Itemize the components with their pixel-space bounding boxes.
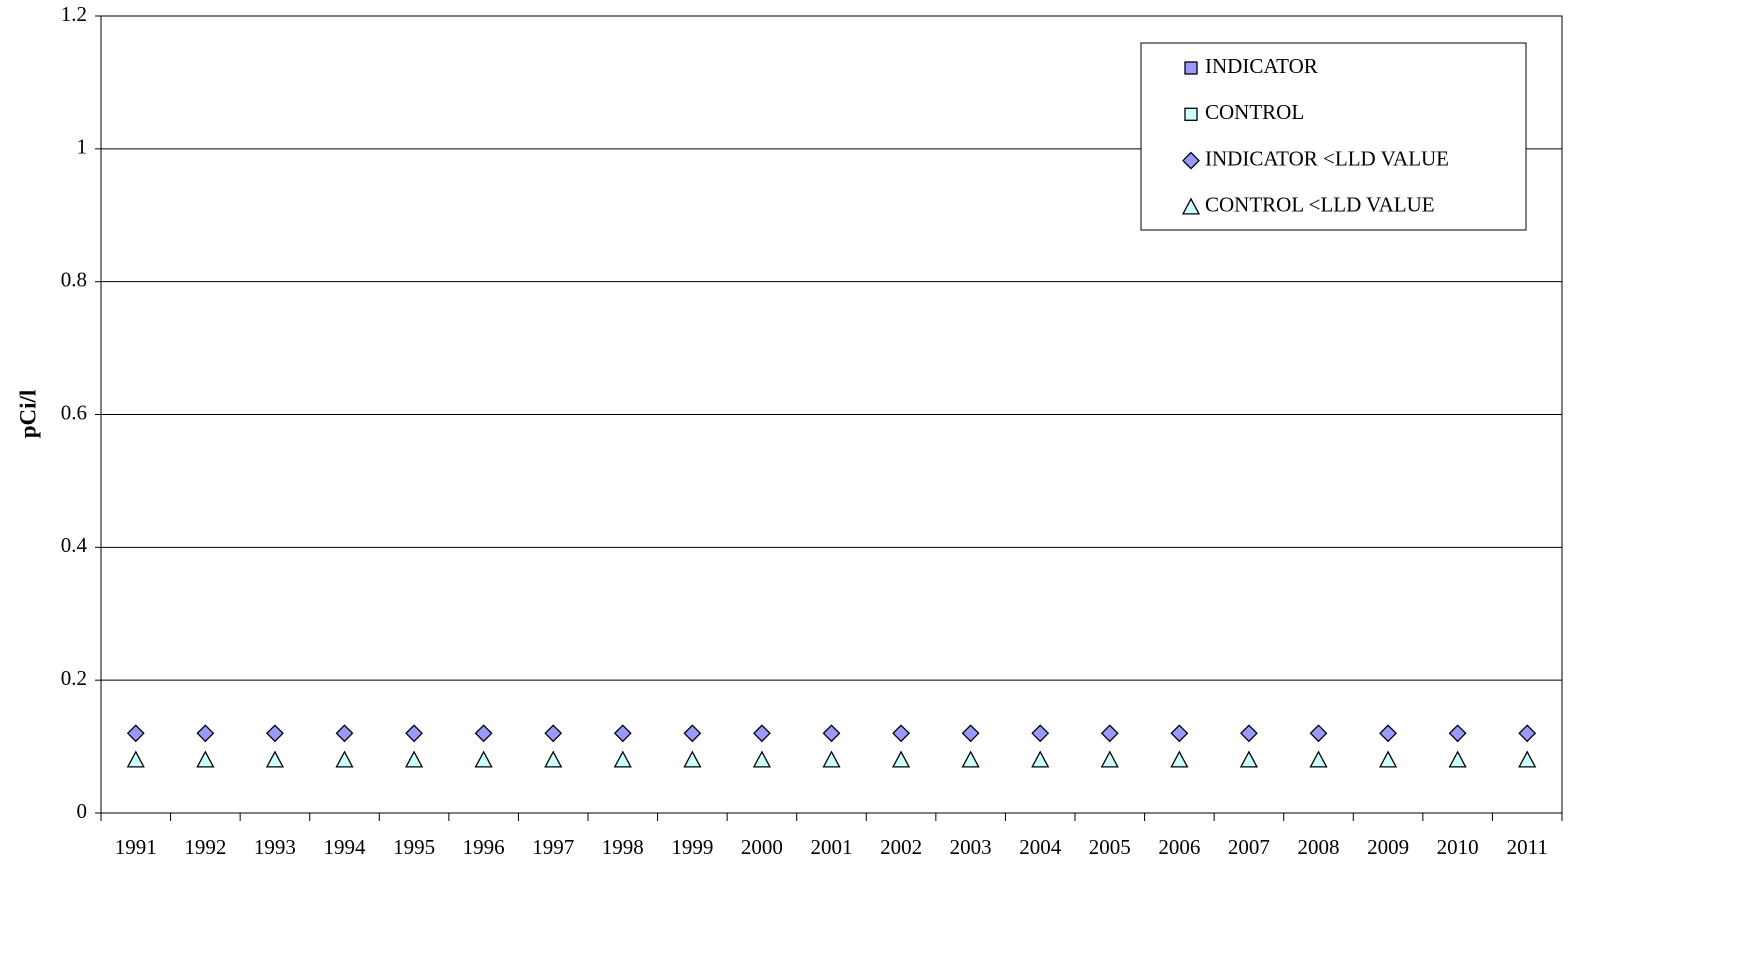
y-tick-label: 0.2 [61, 666, 87, 690]
data-point [1100, 750, 1119, 768]
legend-marker [1182, 151, 1200, 170]
y-tick-label: 0.6 [61, 400, 87, 424]
data-point [822, 724, 841, 743]
x-tick-label: 2010 [1437, 835, 1479, 859]
data-point [266, 724, 284, 743]
data-point [544, 724, 563, 743]
data-point [126, 750, 145, 768]
data-point [1031, 724, 1050, 743]
legend-label: INDICATOR [1205, 54, 1318, 78]
legend-marker [1181, 197, 1201, 215]
x-tick-label: 2009 [1367, 835, 1409, 859]
data-point [265, 750, 285, 768]
x-tick-label: 2008 [1298, 835, 1340, 859]
x-tick-label: 1995 [393, 835, 435, 859]
data-point [1309, 750, 1328, 768]
data-point [1379, 724, 1397, 743]
data-point [1448, 750, 1467, 768]
x-tick-label: 2003 [950, 835, 992, 859]
data-point [544, 750, 563, 768]
data-point [1239, 750, 1259, 768]
data-point [613, 724, 632, 743]
legend-label: CONTROL <LLD VALUE [1205, 193, 1435, 217]
data-point [753, 724, 771, 743]
data-point [683, 750, 702, 768]
data-point [474, 724, 493, 743]
legend-label: INDICATOR <LLD VALUE [1205, 146, 1449, 170]
data-point [1240, 724, 1258, 743]
data-point [405, 724, 423, 743]
data-point [1031, 750, 1050, 768]
data-point [1448, 724, 1467, 743]
x-tick-label: 1992 [184, 835, 226, 859]
x-tick-label: 1999 [671, 835, 713, 859]
x-tick-label: 2001 [811, 835, 853, 859]
x-tick-label: 1998 [602, 835, 644, 859]
data-point [683, 724, 702, 743]
x-tick-label: 2005 [1089, 835, 1131, 859]
y-tick-label: 1.2 [61, 2, 87, 26]
x-tick-label: 1994 [324, 835, 367, 859]
y-tick-label: 1 [77, 135, 88, 159]
data-point [961, 724, 980, 743]
y-axis-label: pCi/l [15, 390, 40, 439]
data-point [1100, 724, 1119, 743]
legend-box [1140, 42, 1527, 231]
data-point [1170, 724, 1189, 743]
data-point [196, 724, 215, 743]
data-point [1309, 724, 1328, 743]
data-point [613, 750, 632, 768]
data-point [891, 750, 911, 768]
x-tick-label: 2007 [1228, 835, 1270, 859]
data-point [404, 750, 424, 768]
legend-label: CONTROL [1205, 100, 1304, 124]
data-point [822, 750, 841, 768]
data-point [1170, 750, 1189, 768]
x-tick-label: 2011 [1507, 835, 1548, 859]
data-point [126, 724, 145, 743]
y-tick-label: 0.8 [61, 267, 87, 291]
x-tick-label: 2000 [741, 835, 783, 859]
x-tick-label: 1997 [532, 835, 574, 859]
y-tick-label: 0 [77, 799, 88, 823]
x-tick-label: 2006 [1158, 835, 1200, 859]
x-tick-label: 1991 [115, 835, 157, 859]
x-tick-label: 2002 [880, 835, 922, 859]
data-point [1378, 750, 1398, 768]
legend-marker [1184, 107, 1198, 121]
y-tick-label: 0.4 [61, 533, 88, 557]
data-point [1518, 750, 1537, 768]
data-point [892, 724, 910, 743]
legend-marker [1184, 61, 1198, 75]
data-point [196, 750, 215, 768]
data-point [474, 750, 493, 768]
x-tick-label: 1993 [254, 835, 296, 859]
data-point [335, 724, 354, 743]
data-point [752, 750, 772, 768]
data-point [961, 750, 980, 768]
x-tick-label: 2004 [1019, 835, 1062, 859]
data-point [335, 750, 354, 768]
data-point [1518, 724, 1537, 743]
plot-frame [100, 15, 1563, 814]
x-tick-label: 1996 [463, 835, 505, 859]
